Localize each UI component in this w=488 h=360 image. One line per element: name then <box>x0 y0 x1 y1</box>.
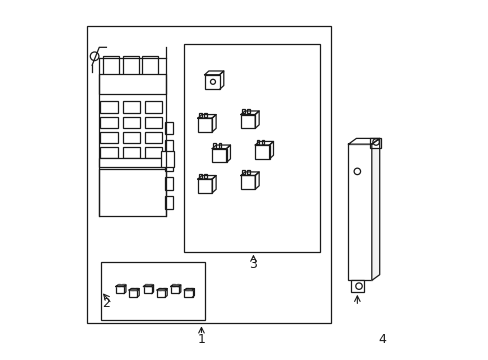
Bar <box>99 74 165 94</box>
Bar <box>241 175 255 189</box>
Text: 3: 3 <box>249 258 257 271</box>
Polygon shape <box>371 138 379 280</box>
Bar <box>247 170 249 174</box>
Bar <box>122 56 139 76</box>
Bar <box>199 174 201 178</box>
Bar <box>122 284 124 287</box>
Bar <box>348 144 371 280</box>
Bar <box>144 117 162 129</box>
Bar <box>204 174 206 178</box>
Bar <box>144 132 162 143</box>
Bar <box>185 288 188 290</box>
Bar <box>199 113 201 117</box>
Bar <box>86 26 330 323</box>
Bar <box>99 169 165 216</box>
Polygon shape <box>184 289 194 290</box>
Bar <box>256 140 258 144</box>
Polygon shape <box>129 289 139 290</box>
Bar <box>164 159 172 171</box>
Bar <box>100 132 117 143</box>
Bar <box>149 284 152 287</box>
Bar <box>350 280 364 292</box>
Text: 4: 4 <box>378 333 386 346</box>
Bar <box>143 287 151 293</box>
Bar <box>242 109 244 113</box>
Bar <box>161 151 174 167</box>
Bar <box>212 149 226 162</box>
Bar <box>183 44 319 252</box>
Bar <box>122 117 140 129</box>
Bar <box>172 284 175 287</box>
Bar <box>99 158 165 167</box>
Bar <box>170 287 179 293</box>
Bar <box>100 147 117 158</box>
Bar <box>247 109 249 113</box>
Bar <box>261 140 264 144</box>
Bar <box>157 290 165 297</box>
Bar <box>117 284 120 287</box>
Polygon shape <box>157 289 167 290</box>
Bar <box>144 102 162 113</box>
Polygon shape <box>143 285 153 287</box>
Bar <box>122 132 140 143</box>
Bar <box>122 102 140 113</box>
Bar <box>163 288 165 290</box>
Polygon shape <box>348 138 379 144</box>
Bar <box>242 170 244 174</box>
Polygon shape <box>116 285 126 287</box>
Bar <box>135 288 138 290</box>
Bar <box>204 75 219 89</box>
Bar <box>198 118 212 132</box>
Bar <box>145 284 147 287</box>
Bar <box>102 56 119 76</box>
Bar <box>100 117 117 129</box>
Bar <box>100 102 117 113</box>
Bar <box>176 284 179 287</box>
Bar <box>184 290 192 297</box>
Bar <box>164 177 172 190</box>
Bar <box>241 114 255 128</box>
Bar <box>369 138 381 148</box>
Bar <box>164 140 172 153</box>
Bar <box>122 147 140 158</box>
Bar <box>159 288 161 290</box>
Bar <box>190 288 193 290</box>
Bar <box>144 147 162 158</box>
Bar <box>255 145 269 159</box>
Bar <box>101 262 204 320</box>
Bar <box>198 179 212 193</box>
Bar <box>142 56 158 76</box>
Bar <box>116 287 124 293</box>
Text: 2: 2 <box>102 297 110 310</box>
Polygon shape <box>170 285 181 287</box>
Bar <box>164 196 172 209</box>
Bar <box>129 290 137 297</box>
Bar <box>204 113 206 117</box>
Bar <box>213 143 215 148</box>
Text: 1: 1 <box>197 333 205 346</box>
Bar <box>218 143 221 148</box>
Bar <box>131 288 133 290</box>
Bar <box>164 122 172 134</box>
